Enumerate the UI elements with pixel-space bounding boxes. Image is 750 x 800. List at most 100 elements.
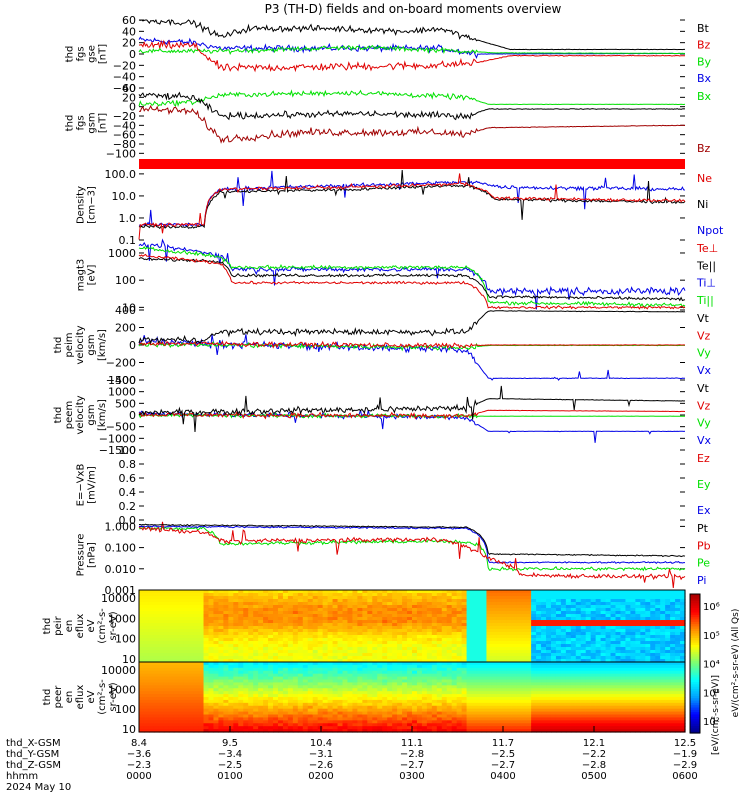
ylabel-peir: eV — [86, 619, 97, 632]
legend-peem_v-Vx: Vx — [697, 434, 712, 447]
legend-fgs_gse-Bx: Bx — [697, 72, 712, 85]
xrow-val: −3.1 — [309, 749, 333, 760]
electron-spectrogram — [138, 661, 686, 733]
ylabel-fgs_gsm: gsm — [87, 112, 98, 133]
colorbar-tick: 10⁴ — [703, 660, 720, 671]
panel-efield: 1.00.80.60.40.20.0 E=−VxB [mV/m] Ez Ey Ex — [76, 444, 711, 527]
ytick-label-peir: 10 — [122, 653, 136, 666]
panel-pressure: 1.000 0.100 0.010 0.001 Pressure [nPa] Pt Pb Pe P… — [76, 520, 711, 597]
xrow-val: −2.6 — [309, 760, 333, 771]
ytick-label-density: 100.0 — [105, 168, 137, 181]
ytick-label-fgs_gsm: −40 — [113, 119, 136, 132]
ytick-label-temp: 10 — [122, 301, 136, 314]
ytick-label-efield: 0.0 — [119, 514, 137, 527]
legend-pressure-Pb: Pb — [697, 539, 711, 552]
series-Pi — [138, 525, 685, 564]
series-Bz-gse — [138, 39, 685, 73]
legend-temp-Ti||: Ti|| — [696, 294, 714, 307]
ytick-label-peir: 100 — [115, 633, 136, 646]
ytick-label-peer: 100 — [115, 703, 136, 716]
ylabel-peim_v: [km/s] — [97, 329, 108, 361]
ylabel-peir: en — [64, 620, 75, 633]
ytick-label-fgs_gsm: 40 — [122, 82, 136, 95]
ylabel-temp: magt3 — [76, 259, 87, 292]
series-Vz-peem — [138, 409, 686, 420]
ylabel-peir: thd — [42, 618, 53, 635]
ytick-label-peer: 10000 — [101, 664, 136, 677]
ylabel-fgs_gsm: thd — [65, 115, 76, 132]
ytick-label-density: 10.0 — [112, 190, 137, 203]
series-Pb — [138, 521, 686, 588]
ion-spectrogram — [138, 589, 686, 663]
ylabel-fgs_gse: [nT] — [98, 44, 109, 64]
colorbar-tick: 10⁶ — [703, 602, 720, 613]
legend-pressure-Pe: Pe — [697, 557, 710, 570]
series-Vt-peim — [138, 310, 686, 345]
xrow-name-3: hhmm — [6, 771, 38, 782]
ylabel-fgs_gsm: fgs — [76, 115, 87, 130]
ylabel-peer: sr-eV) — [108, 682, 119, 711]
legend-pressure-Pt: Pt — [697, 522, 709, 535]
ylabel-pressure: [nPa] — [87, 542, 98, 568]
ytick-label-density: 0.1 — [119, 234, 137, 247]
series-Vx-peim — [138, 334, 685, 381]
legend-fgs_gse-Bz: Bz — [697, 39, 711, 52]
legend-efield-Ex: Ex — [697, 504, 711, 517]
ytick-label-peer: 10 — [122, 723, 136, 736]
plot-title: P3 (TH-D) fields and on-board moments ov… — [265, 2, 562, 16]
spectrograms — [138, 589, 686, 733]
xrow-val: −2.7 — [400, 760, 424, 771]
legend-efield-Ez: Ez — [697, 452, 710, 465]
legend-density-Npot: Npot — [697, 224, 724, 237]
ytick-label-efield: 0.4 — [119, 486, 137, 499]
ylabel-peir: eflux — [75, 614, 86, 639]
xrow-val: 12.5 — [674, 738, 696, 749]
ytick-label-pressure: 0.100 — [105, 542, 137, 555]
ytick-label-fgs_gse: 0 — [129, 48, 136, 61]
ytick-label-fgs_gsm: −60 — [113, 129, 136, 142]
series-Vy-peim — [138, 341, 685, 352]
ylabel-density: [cm−3] — [87, 186, 98, 224]
panel-peir: 10000 1000 100 10 thd peir en eflux eV (cm²-s-sr-… — [42, 592, 685, 666]
xrow-val: 0500 — [581, 771, 606, 782]
series-Ne — [138, 173, 686, 240]
xrow-val: 10.4 — [310, 738, 332, 749]
xrow-val: −2.8 — [400, 749, 424, 760]
xrow-val: −3.4 — [218, 749, 242, 760]
colorbar: 10⁶ 10⁵ 10⁴ 10³ 10² eV/(cm²-s-sr-eV) (All Qs)… — [689, 593, 741, 755]
ytick-label-temp: 1000 — [108, 247, 136, 260]
legend-temp-Te||: Te|| — [696, 259, 716, 272]
ylabel-peir: (cm²-s- — [97, 608, 108, 644]
date-label: 2024 May 10 — [6, 782, 71, 793]
ylabel-peem_v: peem — [64, 401, 75, 429]
xrow-val: 0400 — [490, 771, 515, 782]
ytick-label-fgs_gse: 40 — [122, 25, 136, 38]
series-Bx-gse — [138, 36, 686, 60]
series-Te-perp — [138, 253, 686, 310]
panel-density: 100.0 10.0 1.0 0.1 Density [cm−3] Ne Ni Npot — [76, 168, 724, 247]
ytick-label-peem_v: 500 — [115, 397, 136, 410]
xrow-name-2: thd_Z-GSM — [6, 760, 61, 771]
xrow-val: 8.4 — [131, 738, 147, 749]
xrow-val: 0300 — [399, 771, 424, 782]
series-Bt-gse — [138, 18, 685, 51]
legend-peem_v-Vz: Vz — [697, 399, 711, 412]
ytick-label-fgs_gsm: 20 — [122, 91, 136, 104]
colorbar-tick: 10⁵ — [703, 631, 720, 642]
ylabel-peer: peer — [53, 685, 64, 709]
ytick-label-efield: 0.2 — [119, 500, 137, 513]
colorbar-frame — [689, 593, 701, 734]
ylabel-fgs_gse: gse — [87, 45, 98, 63]
legend-efield-Ey: Ey — [697, 478, 711, 491]
xrow-val: −2.5 — [218, 760, 242, 771]
ylabel-peem_v: [km/s] — [97, 399, 108, 431]
xrow-val: 0600 — [672, 771, 697, 782]
ylabel-temp: [eV] — [87, 265, 98, 286]
ytick-label-peem_v: 1000 — [108, 386, 136, 399]
ylabel-efield: [mV/m] — [87, 466, 98, 504]
legend-fgs_gsm-Bx: Bx — [697, 90, 712, 103]
ytick-label-pressure: 1.000 — [105, 520, 137, 533]
panel-temp: 1000 100 10 magt3 [eV] Te⊥ Te|| Ti⊥ Ti|| — [76, 242, 719, 314]
